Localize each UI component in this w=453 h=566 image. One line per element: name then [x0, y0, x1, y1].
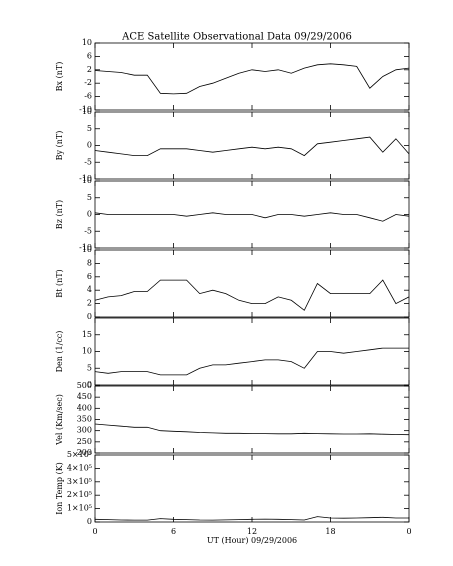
x-axis-label: UT (Hour) 09/29/2006: [207, 536, 297, 545]
y-tick-label: 450: [77, 392, 92, 401]
y-tick-label: 3×10⁵: [67, 477, 92, 486]
x-tick-label: 0: [92, 527, 97, 536]
y-tick-label: 0: [87, 380, 92, 389]
y-tick-label: -2: [84, 78, 92, 87]
y-tick-label: 10: [82, 107, 92, 116]
y-tick-label: 2: [87, 299, 92, 308]
y-tick-label: 10: [82, 38, 92, 47]
panel-frame: [94, 42, 410, 111]
panel-frame: [94, 454, 410, 523]
chart-title: ACE Satellite Observational Data 09/29/2…: [121, 32, 352, 43]
x-tick-label: 18: [325, 527, 335, 536]
data-line: [94, 63, 410, 95]
x-tick-label: 6: [171, 527, 176, 536]
y-tick-label: 15: [82, 330, 92, 339]
y-tick-label: 10: [82, 347, 92, 356]
y-axis-label: Ion Temp (K): [55, 462, 64, 515]
y-tick-label: 8: [87, 258, 92, 267]
y-tick-label: 0: [87, 141, 92, 150]
y-tick-label: 5: [87, 363, 92, 372]
panel-frame: [94, 385, 410, 454]
y-tick-label: -5: [84, 157, 92, 166]
x-tick-label: 12: [247, 527, 257, 536]
y-tick-label: 200: [77, 448, 92, 457]
y-tick-label: 6: [87, 51, 92, 60]
panel-frame: [94, 249, 410, 318]
data-line: [94, 347, 409, 376]
y-tick-label: -5: [84, 226, 92, 235]
data-line: [94, 212, 410, 222]
y-tick-label: 6: [87, 272, 92, 281]
y-axis-label: Vel (Km/sec): [55, 394, 64, 446]
y-tick-label: -6: [84, 92, 92, 101]
y-tick-label: 4×10⁵: [67, 463, 92, 472]
y-tick-label: 350: [77, 415, 92, 424]
y-axis-label: By (nT): [55, 131, 64, 161]
y-tick-label: -10: [79, 105, 92, 114]
y-tick-label: -10: [79, 174, 92, 183]
data-line: [94, 136, 410, 157]
y-tick-label: 4: [87, 285, 92, 294]
y-tick-label: 250: [77, 437, 92, 446]
y-axis-label: Bx (nT): [55, 62, 64, 92]
y-tick-label: 5: [87, 193, 92, 202]
y-tick-label: 0: [87, 312, 92, 321]
data-line: [94, 279, 410, 311]
y-tick-label: 0: [87, 210, 92, 219]
y-tick-label: 300: [77, 426, 92, 435]
y-tick-label: 10: [82, 176, 92, 185]
y-axis-label: Bt (nT): [55, 269, 64, 297]
y-tick-label: 2×10⁵: [67, 490, 92, 499]
panel-frame: [94, 317, 410, 386]
data-line: [94, 423, 410, 436]
y-tick-label: 500: [77, 381, 92, 390]
y-tick-label: 10: [82, 245, 92, 254]
y-tick-label: 400: [77, 403, 92, 412]
y-tick-label: 5: [87, 124, 92, 133]
y-tick-label: 1×10⁵: [67, 504, 92, 513]
x-tick-label: 0: [406, 527, 411, 536]
y-axis-label: Bz (nT): [55, 200, 64, 229]
panel-frame: [94, 111, 410, 180]
y-tick-label: 2: [87, 65, 92, 74]
y-tick-label: -10: [79, 243, 92, 252]
data-line: [94, 516, 409, 521]
y-axis-label: Den (1/cc): [55, 331, 64, 373]
y-tick-label: 0: [87, 517, 92, 526]
y-tick-label: 5×10⁵: [67, 450, 92, 459]
